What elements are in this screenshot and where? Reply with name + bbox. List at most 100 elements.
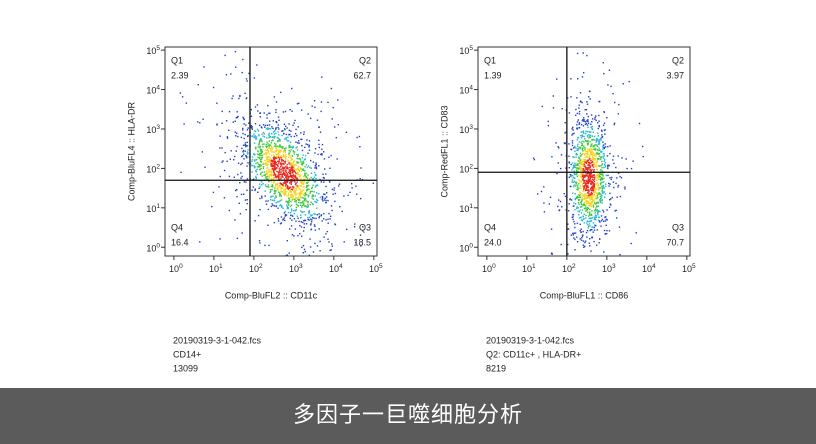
event-dot: [293, 164, 295, 166]
event-dot: [572, 156, 574, 158]
event-dot: [581, 200, 583, 202]
event-dot: [605, 216, 607, 218]
event-dot: [287, 136, 289, 138]
event-dot: [270, 142, 272, 144]
event-dot: [274, 176, 277, 178]
event-dot: [318, 146, 320, 149]
event-dot: [596, 148, 598, 151]
event-dot: [578, 174, 580, 177]
event-dot: [581, 199, 583, 201]
event-dot: [311, 195, 313, 197]
event-dot: [551, 252, 553, 254]
event-dot: [242, 127, 244, 130]
event-dot: [268, 133, 270, 136]
event-dot: [602, 152, 604, 155]
event-dot: [584, 121, 587, 123]
event-dot: [262, 167, 265, 169]
event-dot: [297, 197, 299, 200]
event-dot: [322, 176, 324, 179]
event-dot: [602, 191, 604, 194]
event-dot: [295, 141, 297, 143]
event-dot: [583, 246, 585, 248]
event-dot: [356, 193, 358, 195]
event-dot: [287, 167, 289, 169]
event-dot: [568, 203, 570, 205]
event-dot: [579, 192, 581, 194]
event-dot: [298, 174, 300, 176]
event-dot: [603, 191, 605, 193]
event-dot: [280, 171, 282, 173]
event-dot: [253, 142, 256, 144]
event-dot: [301, 170, 303, 172]
event-dot: [602, 192, 604, 194]
event-dot: [268, 147, 271, 149]
event-dot: [585, 184, 587, 186]
event-dot: [593, 240, 595, 243]
event-dot: [295, 208, 297, 211]
event-dot: [257, 156, 259, 159]
event-dot: [290, 195, 292, 197]
event-dot: [589, 148, 591, 150]
event-dot: [279, 149, 281, 152]
event-dot: [259, 166, 261, 168]
event-dot: [600, 158, 602, 160]
event-dot: [571, 169, 573, 171]
tick-power: 3: [469, 124, 473, 131]
event-dot: [351, 187, 353, 189]
event-dot: [333, 189, 335, 191]
event-dot: [314, 195, 316, 197]
event-dot: [286, 254, 288, 256]
event-dot: [284, 149, 286, 152]
event-dot: [597, 205, 600, 207]
event-dot: [297, 173, 299, 176]
tick-label: 105: [146, 45, 160, 57]
event-dot: [288, 160, 290, 162]
event-dot: [577, 196, 580, 199]
event-dot: [599, 178, 602, 180]
event-dot: [583, 193, 585, 196]
event-dot: [268, 168, 270, 171]
event-dot: [299, 191, 302, 193]
event-dot: [576, 127, 578, 129]
event-dot: [585, 109, 588, 111]
event-dot: [273, 158, 275, 160]
event-dot: [589, 194, 592, 196]
event-dot: [575, 164, 577, 167]
event-dot: [294, 189, 297, 192]
event-dot: [580, 137, 583, 139]
event-dot: [335, 137, 337, 139]
event-dot: [589, 134, 592, 137]
event-dot: [258, 141, 261, 144]
event-dot: [251, 159, 254, 161]
event-dot: [314, 165, 317, 167]
event-dot: [576, 222, 579, 225]
event-dot: [577, 119, 579, 121]
event-dot: [254, 135, 256, 137]
event-dot: [303, 169, 306, 172]
event-dot: [264, 195, 266, 197]
event-dot: [551, 156, 553, 158]
event-dot: [576, 149, 578, 151]
event-dot: [586, 148, 589, 150]
event-dot: [301, 164, 304, 166]
event-dot: [320, 214, 323, 216]
event-dot: [308, 254, 310, 257]
event-dot: [587, 211, 589, 213]
event-dot: [255, 136, 258, 138]
event-dot: [261, 156, 264, 159]
event-dot: [586, 186, 588, 188]
event-dot: [590, 152, 593, 154]
event-dot: [575, 147, 577, 149]
event-dot: [255, 175, 257, 178]
event-dot: [274, 157, 276, 160]
event-dot: [284, 138, 286, 140]
event-dot: [310, 223, 312, 225]
event-dot: [289, 182, 291, 184]
quadrant-percent: 16.4: [171, 237, 189, 247]
event-dot: [584, 166, 587, 168]
tick-label: 105: [459, 45, 473, 57]
event-dot: [590, 172, 592, 175]
event-dot: [216, 102, 218, 104]
event-dot: [595, 119, 597, 122]
event-dot: [235, 66, 237, 68]
